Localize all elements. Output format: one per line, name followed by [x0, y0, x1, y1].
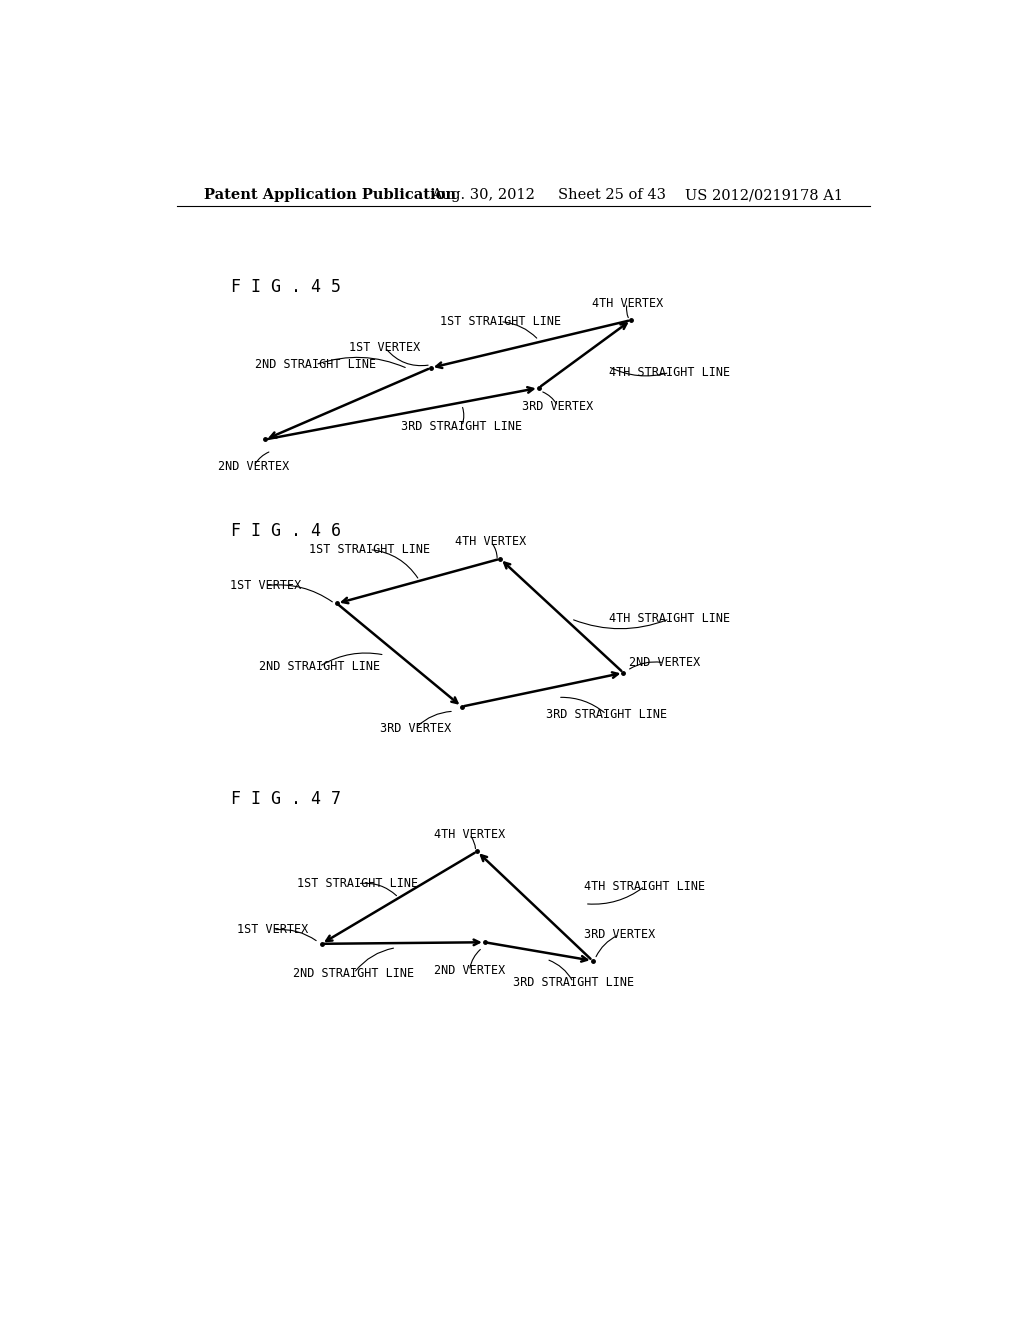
Text: 1ST VERTEX: 1ST VERTEX — [349, 341, 420, 354]
Text: Aug. 30, 2012: Aug. 30, 2012 — [431, 189, 535, 202]
Text: F I G . 4 6: F I G . 4 6 — [230, 521, 341, 540]
Text: 1ST STRAIGHT LINE: 1ST STRAIGHT LINE — [439, 315, 561, 329]
Text: Patent Application Publication: Patent Application Publication — [204, 189, 456, 202]
Text: 1ST VERTEX: 1ST VERTEX — [238, 924, 308, 936]
Text: 4TH VERTEX: 4TH VERTEX — [434, 828, 505, 841]
Text: Sheet 25 of 43: Sheet 25 of 43 — [558, 189, 666, 202]
Text: 4TH VERTEX: 4TH VERTEX — [592, 297, 663, 310]
Text: F I G . 4 7: F I G . 4 7 — [230, 789, 341, 808]
Text: 1ST STRAIGHT LINE: 1ST STRAIGHT LINE — [297, 878, 418, 890]
Text: 2ND STRAIGHT LINE: 2ND STRAIGHT LINE — [293, 966, 415, 979]
Text: 4TH STRAIGHT LINE: 4TH STRAIGHT LINE — [609, 366, 730, 379]
Text: 2ND VERTEX: 2ND VERTEX — [434, 964, 505, 977]
Text: 2ND STRAIGHT LINE: 2ND STRAIGHT LINE — [255, 358, 376, 371]
Text: 4TH STRAIGHT LINE: 4TH STRAIGHT LINE — [609, 612, 730, 626]
Text: 3RD VERTEX: 3RD VERTEX — [380, 722, 452, 735]
Text: 2ND VERTEX: 2ND VERTEX — [629, 656, 699, 669]
Text: 1ST VERTEX: 1ST VERTEX — [229, 579, 301, 593]
Text: 3RD STRAIGHT LINE: 3RD STRAIGHT LINE — [401, 420, 522, 433]
Text: US 2012/0219178 A1: US 2012/0219178 A1 — [685, 189, 843, 202]
Text: 3RD STRAIGHT LINE: 3RD STRAIGHT LINE — [513, 975, 634, 989]
Text: 4TH STRAIGHT LINE: 4TH STRAIGHT LINE — [585, 879, 706, 892]
Text: 1ST STRAIGHT LINE: 1ST STRAIGHT LINE — [308, 543, 430, 556]
Text: 2ND STRAIGHT LINE: 2ND STRAIGHT LINE — [259, 660, 380, 673]
Text: 3RD VERTEX: 3RD VERTEX — [522, 400, 594, 413]
Text: 2ND VERTEX: 2ND VERTEX — [218, 459, 290, 473]
Text: 4TH VERTEX: 4TH VERTEX — [456, 536, 526, 548]
Text: F I G . 4 5: F I G . 4 5 — [230, 277, 341, 296]
Text: 3RD VERTEX: 3RD VERTEX — [584, 928, 655, 941]
Text: 3RD STRAIGHT LINE: 3RD STRAIGHT LINE — [546, 708, 667, 721]
